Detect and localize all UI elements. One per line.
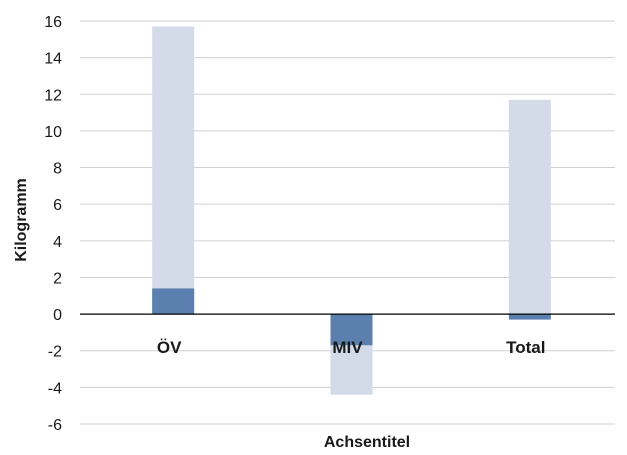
bars: [152, 26, 551, 395]
y-axis-title: Kilogramm: [13, 178, 30, 262]
y-tick-label: 12: [44, 87, 62, 104]
y-tick-label: 14: [44, 51, 62, 68]
y-tick-label: 2: [53, 270, 62, 287]
bar-series-2-MIV: [330, 314, 373, 346]
category-labels: ÖV MIV Total: [157, 338, 546, 357]
bar-series-2-Total: [508, 314, 551, 320]
y-tick-label: -2: [48, 344, 62, 361]
y-tick-label: -4: [48, 380, 62, 397]
y-tick-label: 16: [44, 14, 62, 31]
category-label: Total: [506, 338, 545, 357]
bar-series-1-Total: [508, 99, 551, 315]
y-tick-label: 6: [53, 197, 62, 214]
y-axis-tick-labels: -6 -4 -2 0 2 4 6 8 10 12 14 16: [44, 14, 62, 434]
y-tick-label: 4: [53, 234, 62, 251]
y-tick-label: -6: [48, 417, 62, 434]
category-label: ÖV: [157, 338, 182, 357]
x-axis-title: Achsentitel: [324, 434, 410, 451]
bar-series-2-ÖV: [152, 288, 195, 315]
y-tick-label: 0: [53, 307, 62, 324]
y-tick-label: 10: [44, 124, 62, 141]
bar-series-1-ÖV: [152, 26, 195, 315]
category-label: MIV: [332, 338, 363, 357]
y-tick-label: 8: [53, 161, 62, 178]
